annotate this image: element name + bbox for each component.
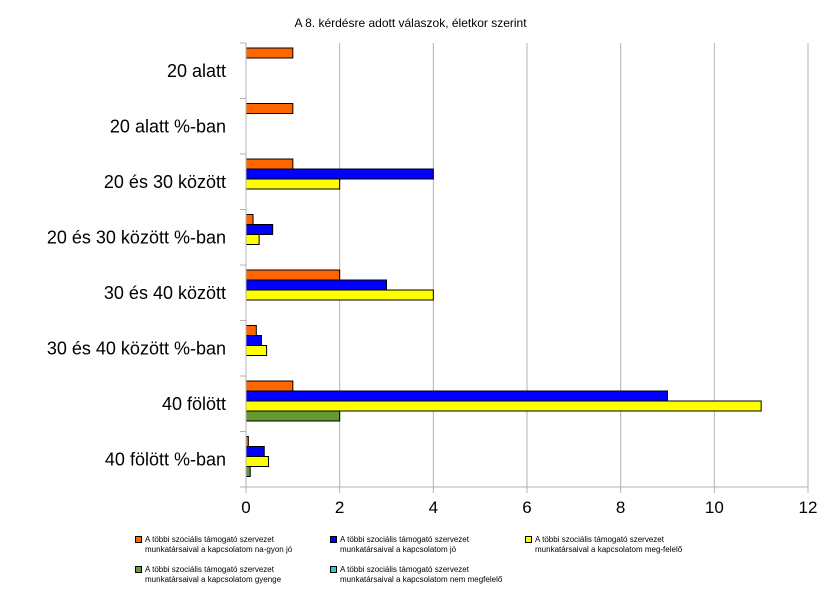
category-label: 20 alatt %-ban xyxy=(110,116,226,136)
bar xyxy=(245,410,341,422)
bar xyxy=(245,178,341,190)
bar xyxy=(245,214,254,225)
legend-item: A többi szociális támogató szervezet mun… xyxy=(525,535,710,555)
legend-swatch xyxy=(330,566,337,573)
bar xyxy=(245,446,265,457)
category-label: 40 fölött %-ban xyxy=(105,449,226,469)
bar xyxy=(245,103,294,114)
category-label: 40 fölött xyxy=(162,394,226,414)
x-tick-label: 8 xyxy=(616,498,625,517)
bar xyxy=(245,279,387,291)
bar xyxy=(245,289,434,301)
legend-item: A többi szociális támogató szervezet mun… xyxy=(135,535,320,555)
bar xyxy=(245,168,434,180)
bar xyxy=(245,269,341,281)
x-tick-label: 12 xyxy=(799,498,818,517)
category-label: 30 és 40 között %-ban xyxy=(47,338,226,358)
x-tick-label: 10 xyxy=(705,498,724,517)
bar xyxy=(245,224,274,235)
legend-swatch xyxy=(525,536,532,543)
bar xyxy=(245,456,269,467)
legend-label: A többi szociális támogató szervezet mun… xyxy=(145,535,293,554)
bar xyxy=(245,47,294,59)
category-label: 30 és 40 között xyxy=(104,283,226,303)
bar xyxy=(245,325,257,336)
legend-item: A többi szociális támogató szervezet mun… xyxy=(330,535,515,555)
category-label: 20 alatt xyxy=(167,61,226,81)
legend-swatch xyxy=(135,566,142,573)
legend-swatch xyxy=(135,536,142,543)
legend-item: A többi szociális támogató szervezet mun… xyxy=(135,565,320,585)
legend-label: A többi szociális támogató szervezet mun… xyxy=(340,535,469,554)
x-tick-label: 0 xyxy=(241,498,250,517)
legend-swatch xyxy=(330,536,337,543)
bar xyxy=(245,345,268,356)
category-label: 20 és 30 között %-ban xyxy=(47,227,226,247)
bar xyxy=(245,390,668,402)
bar xyxy=(245,234,260,245)
category-label: 20 és 30 között xyxy=(104,172,226,192)
bar xyxy=(245,400,762,412)
x-tick-label: 4 xyxy=(429,498,438,517)
x-tick-label: 6 xyxy=(522,498,531,517)
bar xyxy=(245,466,251,477)
x-tick-label: 2 xyxy=(335,498,344,517)
legend-label: A többi szociális támogató szervezet mun… xyxy=(145,565,282,584)
legend-label: A többi szociális támogató szervezet mun… xyxy=(535,535,683,554)
legend-label: A többi szociális támogató szervezet mun… xyxy=(340,565,503,584)
chart-title: A 8. kérdésre adott válaszok, életkor sz… xyxy=(294,16,527,30)
bar xyxy=(245,335,262,346)
bar xyxy=(245,158,294,170)
legend-item: A többi szociális támogató szervezet mun… xyxy=(330,565,515,585)
bar xyxy=(245,380,294,392)
